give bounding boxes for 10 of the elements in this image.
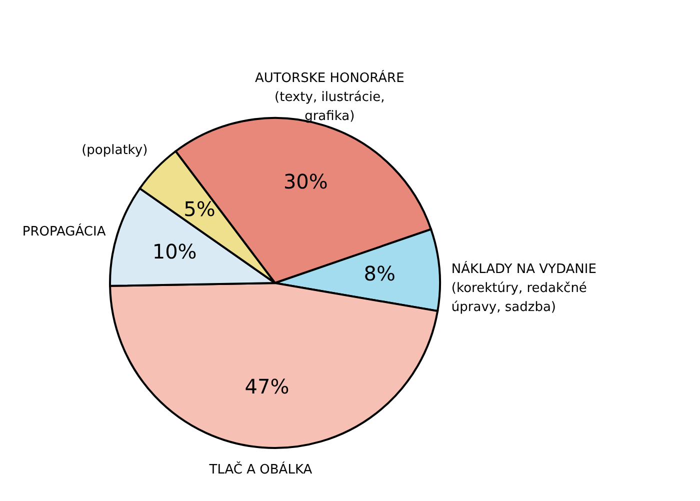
slice-label: TLAČ A OBÁLKA	[208, 460, 312, 478]
slice-label: PROPAGÁCIA	[22, 222, 106, 240]
slice-label: NÁKLADY NA VYDANIE (korektúry, redakčné úpravy, sadzba)	[451, 260, 596, 315]
data-label: 8%	[364, 262, 396, 286]
slice-label: (poplatky)	[82, 143, 148, 158]
data-label: 47%	[244, 374, 290, 399]
data-label: 30%	[283, 170, 328, 194]
data-label: 10%	[152, 239, 197, 264]
data-label: 5%	[184, 197, 216, 222]
slice-label: AUTORSKE HONORÁRE (texty, ilustrácie, grafika)	[254, 69, 404, 124]
